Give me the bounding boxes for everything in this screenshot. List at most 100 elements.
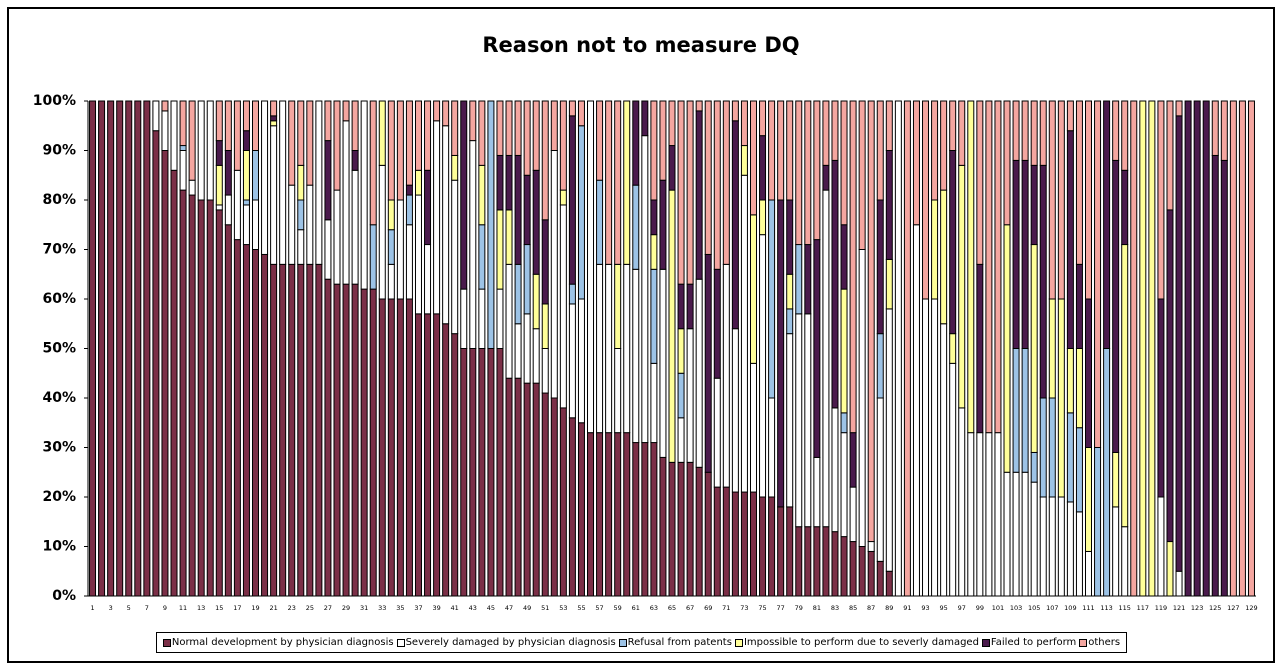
bar-segment	[1094, 100, 1102, 448]
bar-segment	[188, 179, 196, 196]
bar-segment	[514, 377, 522, 597]
x-tick-label: 81	[813, 604, 821, 612]
bar-segment	[1094, 447, 1102, 597]
bar-segment	[840, 412, 848, 434]
bar-segment	[1012, 100, 1020, 161]
bar-segment	[451, 100, 459, 156]
bar-segment	[559, 100, 567, 191]
bar-segment	[541, 100, 549, 221]
bar-segment	[931, 298, 939, 597]
bar-segment	[270, 120, 278, 127]
bar-segment	[242, 100, 250, 132]
bar-segment	[315, 100, 323, 265]
bar-segment	[587, 432, 595, 597]
bar-segment	[1175, 100, 1183, 117]
bar-segment	[1030, 100, 1038, 166]
bar-segment	[876, 333, 884, 399]
x-tick-label: 9	[163, 604, 167, 612]
x-tick-label: 121	[1173, 604, 1185, 612]
bar-segment	[749, 491, 757, 597]
bar-segment	[650, 442, 658, 597]
bar-segment	[704, 253, 712, 473]
bar-segment	[1175, 115, 1183, 572]
bar-segment	[433, 120, 441, 315]
bar-segment	[1021, 100, 1029, 161]
bar-segment	[1048, 100, 1056, 300]
bar-segment	[1075, 100, 1083, 265]
bar-segment	[876, 100, 884, 201]
bar-segment	[903, 100, 911, 597]
bar-segment	[976, 432, 984, 597]
legend: Normal development by physician diagnosi…	[155, 632, 1128, 653]
bar-segment	[740, 100, 748, 147]
bar-segment	[179, 189, 187, 597]
x-tick-label: 97	[958, 604, 966, 612]
bar-segment	[940, 323, 948, 597]
bar-segment	[813, 239, 821, 458]
x-tick-label: 15	[215, 604, 223, 612]
bar-segment	[469, 140, 477, 349]
bar-segment	[605, 100, 613, 265]
bar-segment	[1057, 298, 1065, 498]
bar-segment	[161, 110, 169, 151]
bar-segment	[686, 461, 694, 597]
x-tick-label: 19	[251, 604, 259, 612]
bar-segment	[740, 145, 748, 176]
bar-segment	[324, 278, 332, 597]
bar-segment	[233, 100, 241, 171]
x-tick-label: 33	[378, 604, 386, 612]
bar-segment	[261, 253, 269, 597]
bar-segment	[89, 100, 97, 597]
bar-segment	[261, 100, 269, 255]
bar-segment	[759, 199, 767, 236]
bar-segment	[722, 263, 730, 488]
bar-segment	[523, 313, 531, 384]
bar-segment	[387, 100, 395, 201]
bar-segment	[577, 125, 585, 300]
bar-segment	[831, 159, 839, 409]
bar-segment	[568, 417, 576, 597]
bar-segment	[523, 100, 531, 176]
bar-segment	[686, 283, 694, 330]
x-tick-label: 31	[360, 604, 368, 612]
x-tick-label: 71	[722, 604, 730, 612]
bar-segment	[424, 313, 432, 597]
x-tick-label: 127	[1227, 604, 1239, 612]
x-tick-label: 17	[233, 604, 241, 612]
bar-segment	[405, 194, 413, 226]
bar-segment	[478, 348, 486, 597]
bar-segment	[496, 154, 504, 211]
x-tick-label: 105	[1028, 604, 1040, 612]
bar-segment	[496, 209, 504, 290]
bar-segment	[713, 100, 721, 270]
bar-segment	[233, 239, 241, 597]
bar-segment	[1103, 348, 1111, 597]
bar-segment	[424, 169, 432, 246]
x-tick-label: 91	[903, 604, 911, 612]
bar-segment	[695, 100, 703, 112]
bar-segment	[541, 348, 549, 394]
bar-segment	[396, 100, 404, 201]
bar-segment	[831, 407, 839, 533]
bar-segment	[107, 100, 115, 597]
bar-segment	[1157, 496, 1165, 597]
x-tick-label: 77	[777, 604, 785, 612]
bar-segment	[387, 229, 395, 265]
bar-segment	[632, 442, 640, 597]
x-tick-label: 45	[487, 604, 495, 612]
x-tick-label: 87	[867, 604, 875, 612]
bar-segment	[876, 560, 884, 597]
bar-segment	[550, 100, 558, 151]
bar-segment	[795, 100, 803, 246]
bar-segment	[152, 100, 160, 132]
bar-segment	[514, 154, 522, 265]
bar-segment	[342, 120, 350, 285]
bar-segment	[279, 263, 287, 597]
bar-segment	[768, 496, 776, 597]
bar-segment	[1030, 244, 1038, 453]
bar-segment	[659, 100, 667, 181]
bar-segment	[759, 100, 767, 137]
x-tick-label: 49	[523, 604, 531, 612]
bar-segment	[840, 432, 848, 538]
bar-segment	[912, 224, 920, 597]
